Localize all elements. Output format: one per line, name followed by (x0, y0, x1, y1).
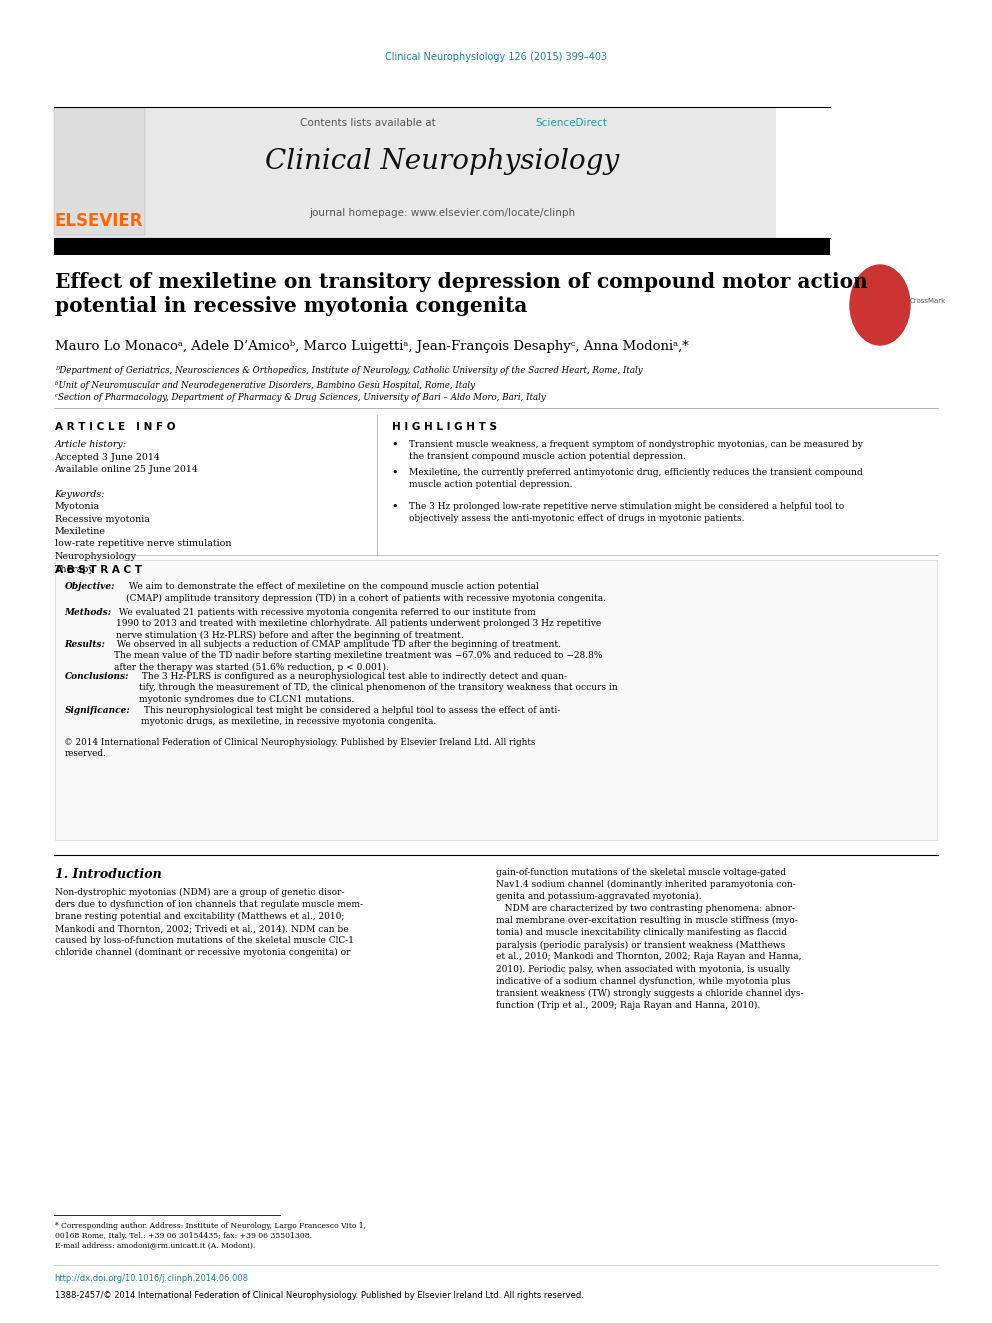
Text: Keywords:: Keywords: (55, 490, 105, 499)
Text: * Corresponding author. Address: Institute of Neurology, Largo Francesco Vito 1,: * Corresponding author. Address: Institu… (55, 1222, 366, 1240)
Text: Article history:: Article history: (55, 441, 127, 448)
Text: The 3 Hz-PLRS is configured as a neurophysiological test able to indirectly dete: The 3 Hz-PLRS is configured as a neuroph… (139, 672, 618, 704)
Bar (54, 108, 145, 235)
Text: We observed in all subjects a reduction of CMAP amplitude TD after the beginning: We observed in all subjects a reduction … (114, 640, 602, 672)
Text: Contents lists available at: Contents lists available at (300, 118, 439, 128)
Text: http://dx.doi.org/10.1016/j.clinph.2014.06.008: http://dx.doi.org/10.1016/j.clinph.2014.… (55, 1274, 249, 1283)
Text: We evaluated 21 patients with recessive myotonia congenita referred to our insti: We evaluated 21 patients with recessive … (116, 609, 601, 640)
Text: ELSEVIER: ELSEVIER (55, 212, 144, 230)
Text: This neurophysiological test might be considered a helpful tool to assess the ef: This neurophysiological test might be co… (141, 706, 560, 726)
Text: Mexiletine, the currently preferred antimyotonic drug, efficiently reduces the t: Mexiletine, the currently preferred anti… (409, 468, 862, 488)
Text: •: • (392, 441, 399, 450)
Text: 1388-2457/© 2014 International Federation of Clinical Neurophysiology. Published: 1388-2457/© 2014 International Federatio… (55, 1291, 583, 1301)
Text: Mauro Lo Monacoᵃ, Adele D’Amicoᵇ, Marco Luigettiᵃ, Jean-François Desaphyᶜ, Anna : Mauro Lo Monacoᵃ, Adele D’Amicoᵇ, Marco … (55, 340, 688, 353)
Text: Conclusions:: Conclusions: (64, 672, 129, 681)
Bar (55, 560, 937, 840)
Text: Available online 25 June 2014: Available online 25 June 2014 (55, 464, 198, 474)
Text: A R T I C L E   I N F O: A R T I C L E I N F O (55, 422, 175, 433)
Text: Accepted 3 June 2014: Accepted 3 June 2014 (55, 452, 161, 462)
Text: ScienceDirect: ScienceDirect (535, 118, 607, 128)
Text: journal homepage: www.elsevier.com/locate/clinph: journal homepage: www.elsevier.com/locat… (309, 208, 575, 218)
Text: The 3 Hz prolonged low-rate repetitive nerve stimulation might be considered a h: The 3 Hz prolonged low-rate repetitive n… (409, 501, 844, 523)
Text: A B S T R A C T: A B S T R A C T (55, 565, 142, 576)
Text: ᵇUnit of Neuromuscular and Neurodegenerative Disorders, Bambino Gesù Hospital, R: ᵇUnit of Neuromuscular and Neurodegenera… (55, 380, 475, 389)
Text: •: • (392, 501, 399, 512)
Text: gain-of-function mutations of the skeletal muscle voltage-gated
Nav1.4 sodium ch: gain-of-function mutations of the skelet… (496, 868, 804, 1009)
Text: Effect of mexiletine on transitory depression of compound motor action
potential: Effect of mexiletine on transitory depre… (55, 273, 868, 316)
Text: CrossMark: CrossMark (910, 298, 946, 304)
Text: Clinical Neurophysiology 126 (2015) 399–403: Clinical Neurophysiology 126 (2015) 399–… (385, 52, 607, 62)
Text: Transient muscle weakness, a frequent symptom of nondystrophic myotonias, can be: Transient muscle weakness, a frequent sy… (409, 441, 863, 460)
Text: Significance:: Significance: (64, 706, 130, 714)
Bar (54, 108, 776, 238)
Text: H I G H L I G H T S: H I G H L I G H T S (392, 422, 497, 433)
Text: Myotonia
Recessive myotonia
Mexiletine
low-rate repetitive nerve stimulation
Neu: Myotonia Recessive myotonia Mexiletine l… (55, 501, 231, 573)
Bar (54, 238, 830, 255)
Text: Objective:: Objective: (64, 582, 115, 591)
Text: E-mail address: amodoni@rm.unicatt.it (A. Modoni).: E-mail address: amodoni@rm.unicatt.it (A… (55, 1241, 255, 1249)
Text: Methods:: Methods: (64, 609, 112, 617)
Text: Clinical Neurophysiology: Clinical Neurophysiology (265, 148, 619, 175)
Text: Non-dystrophic myotonias (NDM) are a group of genetic disor-
ders due to dysfunc: Non-dystrophic myotonias (NDM) are a gro… (55, 888, 362, 957)
Text: ᴰDepartment of Geriatrics, Neurosciences & Orthopedics, Institute of Neurology, : ᴰDepartment of Geriatrics, Neurosciences… (55, 366, 643, 374)
Text: Results:: Results: (64, 640, 105, 650)
Text: © 2014 International Federation of Clinical Neurophysiology. Published by Elsevi: © 2014 International Federation of Clini… (64, 738, 536, 758)
Text: 1. Introduction: 1. Introduction (55, 868, 162, 881)
Text: •: • (392, 468, 399, 478)
Circle shape (850, 265, 910, 345)
Text: ᶜSection of Pharmacology, Department of Pharmacy & Drug Sciences, University of : ᶜSection of Pharmacology, Department of … (55, 393, 546, 402)
Text: We aim to demonstrate the effect of mexiletine on the compound muscle action pot: We aim to demonstrate the effect of mexi… (126, 582, 606, 602)
